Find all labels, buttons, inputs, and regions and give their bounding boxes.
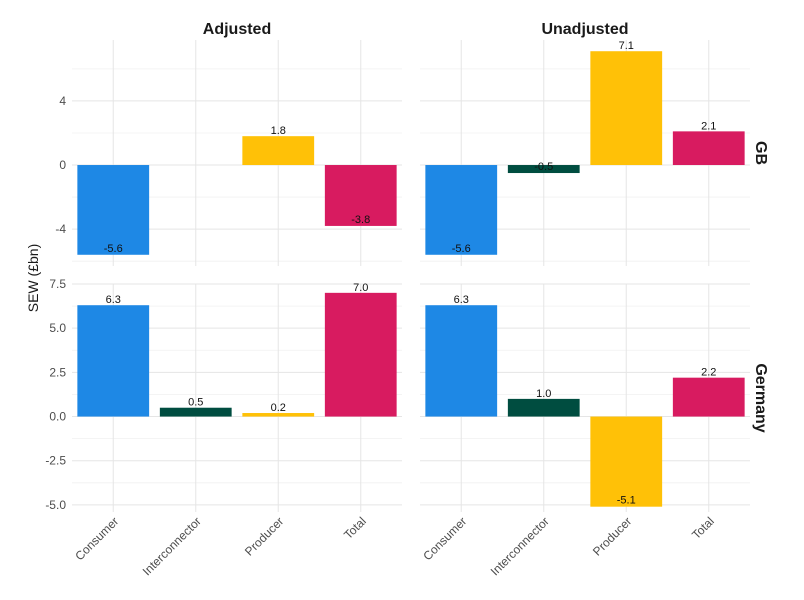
bar-germany-adjusted-total	[324, 292, 397, 417]
labels-layer: -5.6 1.8 -3.8 -5.6 -0.5 7.1 2.1 6.3 0.5 0.2 7.0 6.3…	[104, 40, 717, 506]
y-tick-label: -5.0	[45, 498, 66, 512]
value-label: 1.8	[271, 125, 286, 137]
bar-gb-unadjusted-consumer	[425, 165, 498, 255]
y-tick-label: 4	[59, 94, 66, 108]
bar-gb-unadjusted-interconnector	[507, 165, 580, 174]
x-tick-label-consumer: Consumer	[420, 514, 469, 563]
x-tick-label-producer: Producer	[242, 514, 286, 558]
x-tick-label-interconnector: Interconnector	[488, 514, 552, 578]
y-tick-label: 5.0	[49, 321, 66, 335]
value-label: -0.5	[534, 161, 553, 173]
value-label: 6.3	[106, 294, 121, 306]
bars-layer	[77, 51, 745, 507]
facet-row-label-gb: GB	[752, 141, 769, 165]
bar-germany-adjusted-producer	[242, 413, 315, 417]
value-label: -5.6	[452, 243, 471, 255]
y-tick-label: 7.5	[49, 277, 66, 291]
value-label: 0.2	[271, 402, 286, 414]
value-label: -3.8	[351, 214, 370, 226]
y-tick-label: 2.5	[49, 365, 66, 379]
bar-germany-unadjusted-total	[672, 377, 745, 417]
y-tick-label: 0.0	[49, 410, 66, 424]
bar-gb-adjusted-total	[324, 165, 397, 226]
bar-germany-unadjusted-producer	[590, 416, 663, 507]
value-label: 1.0	[536, 388, 551, 400]
value-label: 0.5	[188, 397, 203, 409]
facet-row-label-germany: Germany	[752, 363, 769, 432]
x-tick-label-consumer: Consumer	[72, 514, 121, 563]
bar-gb-adjusted-producer	[242, 136, 315, 166]
x-tick-label-total: Total	[689, 514, 717, 542]
value-label: -5.1	[617, 495, 636, 507]
facet-title-unadjusted: Unadjusted	[541, 21, 628, 38]
bar-gb-unadjusted-producer	[590, 51, 663, 166]
y-tick-label: 0	[59, 158, 66, 172]
x-tick-label-total: Total	[341, 514, 369, 542]
bar-germany-adjusted-interconnector	[159, 407, 232, 417]
value-label: -5.6	[104, 243, 123, 255]
y-tick-label: -4	[55, 222, 66, 236]
x-tick-label-interconnector: Interconnector	[140, 514, 204, 578]
value-label: 6.3	[454, 294, 469, 306]
value-label: 2.1	[701, 120, 716, 132]
value-label: 7.0	[353, 282, 368, 294]
bar-gb-adjusted-consumer	[77, 165, 150, 255]
x-tick-label-producer: Producer	[590, 514, 634, 558]
facet-title-adjusted: Adjusted	[203, 21, 271, 38]
bar-germany-unadjusted-consumer	[425, 305, 498, 417]
value-label: 7.1	[619, 40, 634, 52]
bar-germany-adjusted-consumer	[77, 305, 150, 417]
y-tick-label: -2.5	[45, 454, 66, 468]
y-axis-title: SEW (£bn)	[25, 244, 41, 312]
bar-germany-unadjusted-interconnector	[507, 398, 580, 417]
value-label: 2.2	[701, 367, 716, 379]
bar-gb-unadjusted-total	[672, 131, 745, 166]
